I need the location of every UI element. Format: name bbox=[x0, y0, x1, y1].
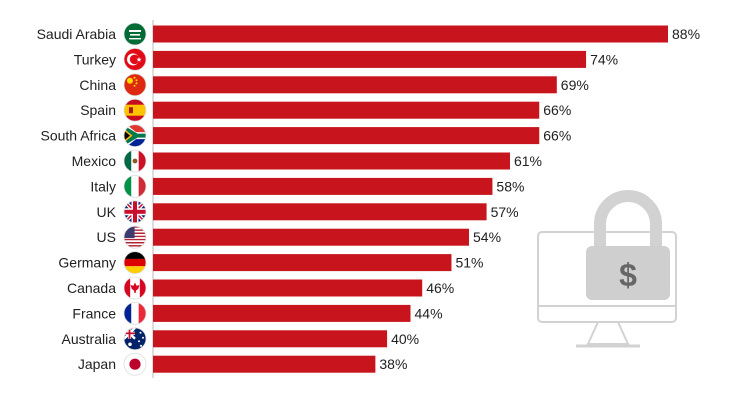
value-label: 69% bbox=[561, 77, 589, 93]
bar-row-china: China 69% bbox=[79, 73, 589, 97]
bar-row-saudi-arabia: Saudi Arabia 88% bbox=[37, 22, 700, 46]
bar-row-mexico: Mexico 61% bbox=[72, 149, 542, 173]
mexico-flag-icon bbox=[124, 150, 146, 172]
category-label: Mexico bbox=[72, 153, 117, 169]
uk-flag-icon bbox=[124, 200, 146, 223]
bar-row-japan: Japan 38% bbox=[78, 352, 407, 376]
value-label: 66% bbox=[543, 102, 571, 118]
value-label: 40% bbox=[391, 331, 419, 347]
category-label: France bbox=[72, 305, 116, 321]
value-label: 74% bbox=[590, 51, 618, 67]
value-label: 88% bbox=[672, 26, 700, 42]
saudi-arabia-flag-icon bbox=[124, 23, 146, 45]
category-label: Australia bbox=[62, 331, 117, 347]
bar bbox=[153, 355, 376, 373]
bar-row-canada: Canada 46% bbox=[67, 276, 454, 300]
category-label: Canada bbox=[67, 280, 116, 296]
germany-flag-icon bbox=[124, 251, 146, 274]
bar bbox=[153, 152, 510, 170]
category-label: Spain bbox=[80, 102, 116, 118]
australia-flag-icon bbox=[124, 327, 146, 350]
category-label: Turkey bbox=[74, 51, 116, 67]
value-label: 38% bbox=[379, 356, 407, 372]
value-label: 54% bbox=[473, 229, 501, 245]
dollar-sign-icon: $ bbox=[619, 257, 637, 293]
bar-row-turkey: Turkey 74% bbox=[74, 48, 618, 71]
category-label: South Africa bbox=[41, 128, 117, 144]
italy-flag-icon bbox=[124, 175, 146, 198]
value-label: 57% bbox=[491, 204, 519, 220]
bar-row-south-africa: South Africa 66% bbox=[41, 124, 571, 148]
bar-row-us: US 54% bbox=[97, 225, 501, 249]
bar-row-australia: Australia 40% bbox=[62, 327, 419, 351]
value-label: 66% bbox=[543, 128, 571, 144]
bar bbox=[153, 25, 668, 43]
value-label: 46% bbox=[426, 280, 454, 296]
us-flag-icon bbox=[124, 226, 146, 249]
bar bbox=[153, 76, 557, 94]
canada-flag-icon bbox=[124, 277, 146, 299]
bar-row-germany: Germany 51% bbox=[58, 251, 483, 275]
value-label: 44% bbox=[415, 305, 443, 321]
bar bbox=[153, 330, 388, 348]
bar-row-france: France 44% bbox=[72, 301, 443, 325]
south-africa-flag-icon bbox=[124, 124, 146, 147]
bar bbox=[153, 50, 587, 68]
bar-row-spain: Spain 66% bbox=[80, 98, 571, 122]
value-label: 58% bbox=[496, 178, 524, 194]
category-label: Japan bbox=[78, 356, 116, 372]
bar bbox=[153, 279, 423, 297]
china-flag-icon bbox=[124, 73, 146, 96]
bar bbox=[153, 127, 540, 145]
bar bbox=[153, 203, 487, 221]
bar bbox=[153, 254, 452, 272]
value-label: 61% bbox=[514, 153, 542, 169]
category-label: Saudi Arabia bbox=[37, 26, 117, 42]
bar bbox=[153, 304, 411, 322]
turkey-flag-icon bbox=[124, 48, 146, 71]
category-label: UK bbox=[97, 204, 117, 220]
spain-flag-icon bbox=[124, 99, 146, 122]
bar-row-uk: UK 57% bbox=[97, 200, 519, 224]
category-label: US bbox=[97, 229, 116, 245]
locked-monitor-icon: $ bbox=[537, 190, 677, 348]
category-label: Italy bbox=[90, 178, 116, 194]
japan-flag-icon bbox=[124, 353, 146, 376]
category-label: Germany bbox=[58, 255, 116, 271]
bar bbox=[153, 228, 470, 246]
category-label: China bbox=[79, 77, 116, 93]
bar-row-italy: Italy 58% bbox=[90, 174, 524, 198]
bar bbox=[153, 101, 540, 119]
bar bbox=[153, 177, 493, 195]
france-flag-icon bbox=[124, 302, 146, 325]
value-label: 51% bbox=[455, 255, 483, 271]
